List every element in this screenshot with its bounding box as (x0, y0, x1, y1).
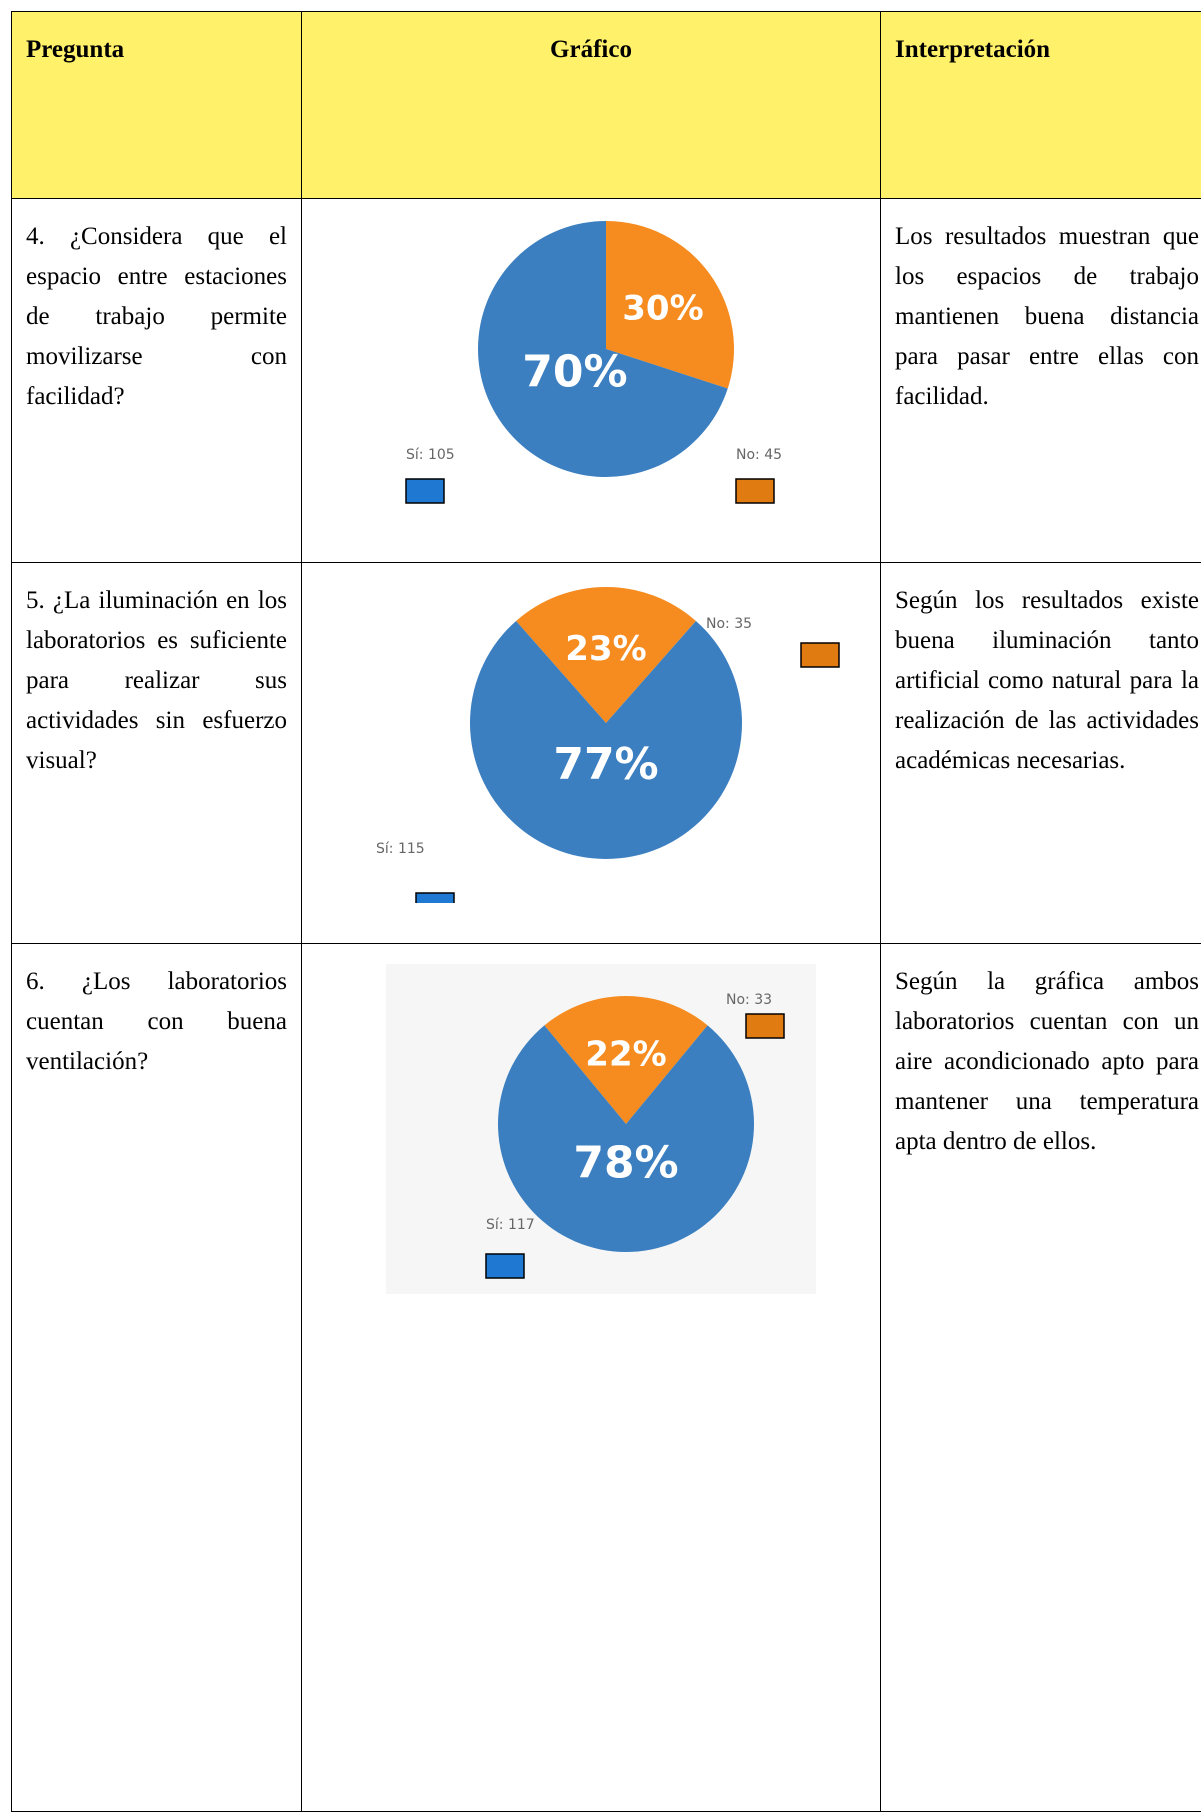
pie-chart: 23% 77% Sí: 115 No: 35 (306, 573, 876, 903)
slice-label: 23% (565, 629, 646, 669)
pie-chart: 30% 70% Sí: 105 No: 45 (306, 209, 876, 539)
count-label: No: 45 (736, 447, 782, 463)
table-body: 4. ¿Considera que el espacio entre estac… (12, 199, 1201, 1812)
header-row: Pregunta Gráfico Interpretación (12, 12, 1201, 199)
legend-swatch (416, 893, 454, 903)
slice-label: 77% (553, 739, 658, 790)
chart-cell: 30% 70% Sí: 105 No: 45 (302, 199, 881, 563)
table-row: 5. ¿La iluminación en los laboratorios e… (12, 563, 1201, 944)
count-label: Sí: 105 (406, 447, 455, 463)
chart-cell: 23% 77% Sí: 115 No: 35 (302, 563, 881, 944)
interpretation-cell: Los resultados muestran que los espacios… (881, 199, 1201, 563)
count-label: Sí: 115 (376, 841, 425, 857)
legend-swatch (746, 1014, 784, 1038)
count-label: No: 35 (706, 616, 752, 632)
legend-swatch (486, 1254, 524, 1278)
count-label: Sí: 117 (486, 1217, 535, 1233)
table-row: 6. ¿Los laboratorios cuentan con buena v… (12, 944, 1201, 1812)
pie-chart: 22% 78% Sí: 117 No: 33 (306, 954, 876, 1294)
question-cell: 4. ¿Considera que el espacio entre estac… (12, 199, 302, 563)
chart-cell: 22% 78% Sí: 117 No: 33 (302, 944, 881, 1812)
header-cell: Gráfico (302, 12, 881, 199)
legend-swatch (801, 643, 839, 667)
question-cell: 5. ¿La iluminación en los laboratorios e… (12, 563, 302, 944)
interpretation-cell: Según los resultados existe buena ilumin… (881, 563, 1201, 944)
count-label: No: 33 (726, 992, 772, 1008)
slice-label: 78% (573, 1137, 678, 1188)
header-cell: Pregunta (12, 12, 302, 199)
interpretation-cell: Según la gráfica ambos laboratorios cuen… (881, 944, 1201, 1812)
slice-label: 30% (622, 289, 703, 329)
question-cell: 6. ¿Los laboratorios cuentan con buena v… (12, 944, 302, 1812)
legend-swatch (406, 479, 444, 503)
table-row: 4. ¿Considera que el espacio entre estac… (12, 199, 1201, 563)
slice-label: 22% (585, 1035, 666, 1075)
legend-swatch (736, 479, 774, 503)
results-table: Pregunta Gráfico Interpretación 4. ¿Cons… (11, 11, 1201, 1812)
header-cell: Interpretación (881, 12, 1201, 199)
slice-label: 70% (522, 347, 627, 398)
